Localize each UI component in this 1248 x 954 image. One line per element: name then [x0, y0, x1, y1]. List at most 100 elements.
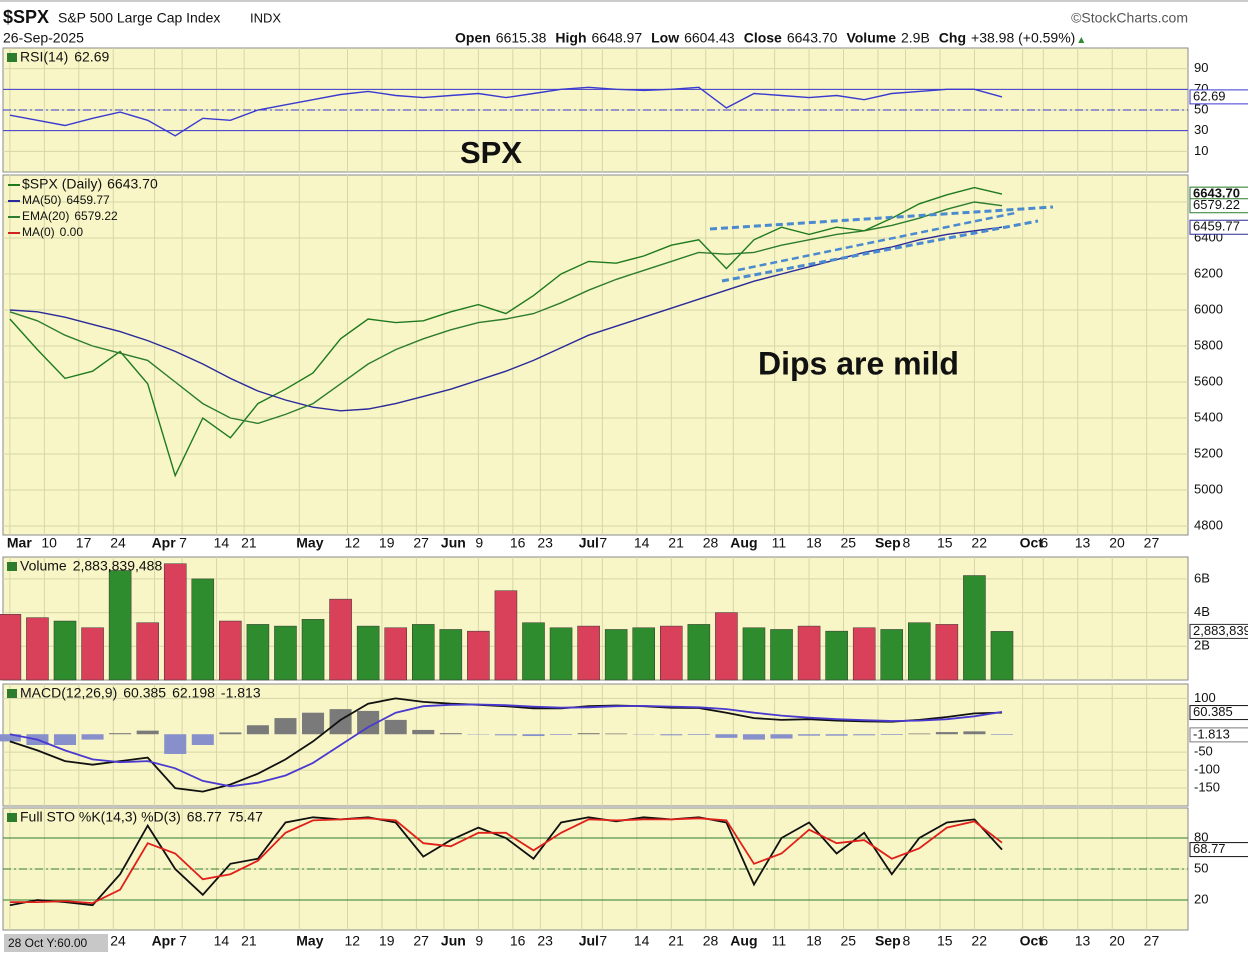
x-tick-label: 18: [806, 933, 822, 949]
x-tick-label: 8: [903, 535, 911, 551]
y-tick-label: 5600: [1194, 373, 1223, 388]
line-series: [9, 186, 1003, 478]
x-tick-label: 17: [76, 535, 92, 551]
bar: [522, 622, 545, 681]
histogram: [302, 712, 325, 735]
value-box-frame: [1189, 842, 1248, 858]
x-tick-label: 7: [179, 933, 187, 949]
symbol: $SPX: [3, 7, 49, 27]
x-tick-label: 15: [937, 933, 953, 949]
histogram: [687, 734, 710, 735]
quote-label: Chg: [939, 30, 966, 46]
x-tick-label: May: [296, 933, 323, 949]
y-tick-label: 10: [1194, 143, 1208, 158]
bar: [0, 614, 22, 681]
histogram: [164, 734, 187, 754]
value-box: 62.69: [1189, 88, 1248, 105]
x-tick-label: Aug: [730, 535, 757, 551]
value-box-frame: [1189, 705, 1248, 721]
x-tick-label: 14: [214, 933, 230, 949]
histogram: [577, 733, 600, 735]
histogram: [81, 734, 104, 740]
histogram: [660, 734, 683, 736]
bar: [163, 563, 187, 681]
x-tick-label: 24: [110, 535, 126, 551]
x-tick-label: 10: [41, 535, 57, 551]
legend-value: 0.00: [60, 225, 84, 239]
panel: [2, 174, 1189, 536]
x-tick-label: Oct: [1020, 933, 1044, 949]
line-series: [9, 816, 1003, 907]
trend-line: [721, 219, 1039, 283]
bar: [274, 625, 297, 681]
histogram: [329, 709, 352, 735]
histogram: [550, 734, 573, 735]
histogram: [494, 734, 517, 736]
x-tick-label: Jul: [579, 933, 599, 949]
x-tick-label: Jul: [579, 535, 599, 551]
x-tick-label: 21: [668, 535, 684, 551]
x-tick-label: 12: [344, 933, 360, 949]
histogram: [53, 734, 77, 745]
bar: [797, 625, 821, 681]
histogram: [439, 733, 462, 735]
trend-line: [737, 211, 1016, 272]
panel-title: Full STO %K(14,3) %D(3): [20, 809, 181, 825]
bar: [467, 630, 490, 681]
x-tick-label: 21: [668, 933, 684, 949]
histogram: [412, 729, 435, 735]
histogram: [274, 718, 297, 735]
bar: [26, 617, 49, 681]
histogram: [246, 725, 269, 735]
x-tick-label: 14: [634, 933, 650, 949]
value-box-frame: [1189, 89, 1248, 105]
x-tick-label: Apr: [152, 535, 177, 551]
bar: [136, 622, 159, 681]
x-tick-label: 27: [413, 535, 429, 551]
cursor-label: 28 Oct Y:60.00: [8, 936, 87, 950]
x-tick-label: 7: [599, 933, 607, 949]
bar: [53, 620, 77, 681]
y-tick-label: 6B: [1194, 570, 1210, 585]
histogram: [357, 710, 380, 735]
x-tick-label: 21: [241, 933, 257, 949]
x-tick-label: 24: [110, 933, 126, 949]
x-tick-label: 20: [1109, 535, 1125, 551]
legend-value: 62.69: [74, 49, 109, 65]
index-name: S&P 500 Large Cap Index: [58, 10, 220, 26]
legend-name: MA(0): [22, 225, 55, 239]
histogram: [770, 734, 793, 739]
x-tick-label: 22: [971, 535, 987, 551]
x-tick-label: 13: [1075, 933, 1091, 949]
panel-title: RSI(14): [20, 49, 68, 65]
value-box-label: 62.69: [1193, 88, 1226, 103]
bar: [935, 624, 959, 681]
line-series: [9, 86, 1003, 137]
panel-title: MACD(12,26,9): [20, 685, 117, 701]
histogram: [384, 719, 407, 735]
histogram: [219, 732, 242, 735]
legend-value: 6459.77: [66, 193, 110, 207]
x-tick-label: 28: [703, 933, 719, 949]
y-tick-label: 30: [1194, 122, 1208, 137]
x-tick-label: 6: [1040, 933, 1048, 949]
legend-name: EMA(20): [22, 209, 69, 223]
y-tick-label: 80: [1194, 829, 1208, 844]
x-tick-label: 28: [703, 535, 719, 551]
plot-layer: Open 6615.38 High 6648.97 Low 6604.43 Close 664…: [0, 30, 1248, 949]
histogram: [191, 734, 214, 745]
value-box-label: 6643.70: [1193, 186, 1240, 201]
value-box-label: 68.77: [1193, 841, 1226, 856]
x-tick-label: 7: [179, 535, 187, 551]
histogram: [963, 731, 986, 735]
quote-value: 6643.70: [787, 30, 838, 46]
histogram: [605, 733, 628, 735]
y-tick-label: 50: [1194, 101, 1208, 116]
value-box: -1.813: [1189, 726, 1248, 743]
y-tick-label: 6000: [1194, 301, 1223, 316]
quote-value: 6648.97: [592, 30, 643, 46]
histogram: [908, 733, 931, 735]
x-tick-label: 25: [841, 933, 857, 949]
x-tick-label: 27: [1144, 535, 1160, 551]
legend-name: $SPX (Daily): [22, 176, 102, 192]
